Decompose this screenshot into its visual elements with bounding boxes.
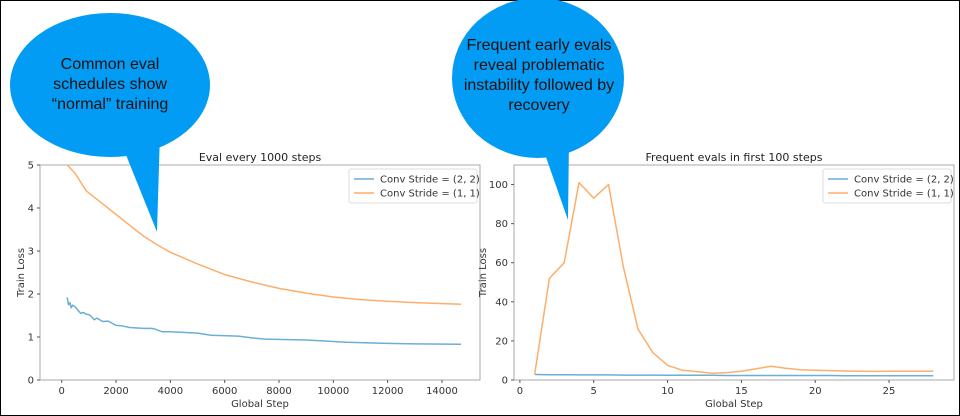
callout-text-right: Frequent early evals reveal problematic … xyxy=(463,37,615,114)
legend-label: Conv Stride = (2, 2) xyxy=(380,175,480,186)
x-tick-label: 5 xyxy=(591,386,597,397)
y-axis-label: Train Loss xyxy=(478,248,489,298)
x-tick-label: 12000 xyxy=(372,386,404,397)
x-tick-label: 8000 xyxy=(266,386,291,397)
x-tick-label: 0 xyxy=(517,386,523,397)
axes-frame xyxy=(39,164,481,381)
legend-box xyxy=(348,168,478,204)
legend: Conv Stride = (2, 2) Conv Stride = (1, 1) xyxy=(822,168,954,204)
y-axis-label: Train Loss xyxy=(16,248,27,298)
x-axis-label: Global Step xyxy=(705,399,763,410)
y-tick-label: 0 xyxy=(502,376,508,387)
x-axis-label: Global Step xyxy=(231,399,289,410)
y-tick-label: 2 xyxy=(28,290,34,301)
x-tick-label: 10000 xyxy=(317,386,349,397)
series-line-1 xyxy=(534,373,934,377)
y-tick-label: 3 xyxy=(28,247,34,258)
y-tick-label: 80 xyxy=(495,219,508,230)
y-tick-label: 1 xyxy=(28,333,34,344)
callout-bubble-left xyxy=(10,13,210,232)
y-tick-label: 20 xyxy=(495,336,508,347)
x-tick-label: 14000 xyxy=(426,386,458,397)
chart-title: Eval every 1000 steps xyxy=(199,151,322,164)
y-tick-label: 100 xyxy=(489,180,508,191)
x-tick-label: 0 xyxy=(59,386,65,397)
legend-box xyxy=(822,168,952,204)
chart-title: Frequent evals in first 100 steps xyxy=(646,151,823,164)
x-tick-label: 20 xyxy=(809,386,822,397)
x-tick-label: 4000 xyxy=(158,386,183,397)
y-tick-label: 0 xyxy=(28,376,34,387)
callout-bubble-right xyxy=(452,0,624,220)
y-tick-label: 40 xyxy=(495,297,508,308)
callout-text-left: Common eval schedules show “normal” trai… xyxy=(51,56,169,113)
y-tick-label: 4 xyxy=(28,204,34,215)
y-tick-label: 60 xyxy=(495,258,508,269)
legend-label: Conv Stride = (1, 1) xyxy=(854,189,954,200)
y-tick-label: 5 xyxy=(28,161,34,172)
series-line-2 xyxy=(533,181,934,375)
axes-frame xyxy=(513,164,955,381)
x-tick-label: 10 xyxy=(661,386,674,397)
legend: Conv Stride = (2, 2) Conv Stride = (1, 1) xyxy=(348,168,480,204)
legend-label: Conv Stride = (2, 2) xyxy=(854,175,954,186)
x-tick-label: 2000 xyxy=(103,386,128,397)
x-tick-label: 6000 xyxy=(212,386,237,397)
subplot-2: 0 5 10 15 20 25 0 20 40 60 80 100 Frequent evals in … xyxy=(478,151,955,410)
x-tick-label: 15 xyxy=(735,386,748,397)
subplot-1: 0 2000 4000 6000 8000 10000 12000 14000 0 1 2 3 4 5 Ev… xyxy=(16,151,481,410)
legend-label: Conv Stride = (1, 1) xyxy=(380,189,480,200)
x-tick-label: 25 xyxy=(883,386,896,397)
